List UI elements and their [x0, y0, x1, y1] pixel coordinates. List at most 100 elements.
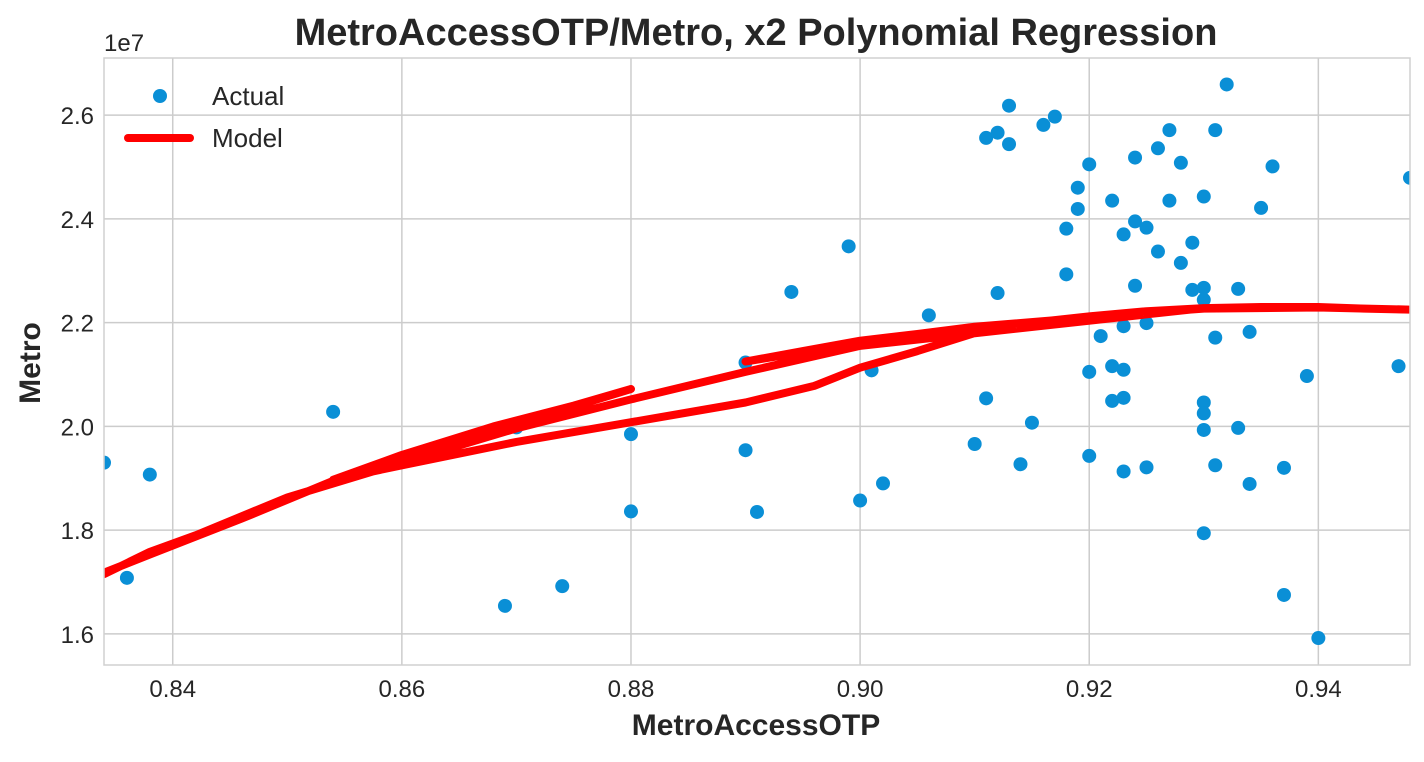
actual-point — [1299, 369, 1314, 384]
actual-point — [784, 284, 799, 299]
actual-point — [1002, 137, 1017, 152]
x-tick-label: 0.86 — [379, 676, 426, 703]
actual-point — [1276, 460, 1291, 475]
actual-point — [1162, 193, 1177, 208]
actual-point — [1128, 278, 1143, 293]
chart-title: MetroAccessOTP/Metro, x2 Polynomial Regr… — [295, 12, 1218, 54]
actual-point — [1013, 457, 1028, 472]
actual-point — [1173, 255, 1188, 270]
actual-point — [979, 130, 994, 145]
y-tick-label: 2.4 — [61, 207, 94, 234]
actual-point — [1231, 420, 1246, 435]
actual-point — [623, 504, 638, 519]
x-axis-label: MetroAccessOTP — [632, 709, 880, 742]
actual-point — [1139, 220, 1154, 235]
actual-point — [1002, 98, 1017, 113]
actual-point — [1082, 157, 1097, 172]
actual-point — [1196, 280, 1211, 295]
y-tick-label: 1.8 — [61, 518, 94, 545]
x-tick-label: 0.88 — [608, 676, 655, 703]
legend-model-label: Model — [212, 123, 283, 153]
actual-point — [1231, 281, 1246, 296]
x-tick-label: 0.84 — [149, 676, 196, 703]
actual-point — [1219, 77, 1234, 92]
actual-point — [1173, 155, 1188, 170]
y-tick-label: 2.2 — [61, 311, 94, 338]
actual-point — [326, 404, 341, 419]
legend-actual-marker — [153, 89, 167, 103]
y-axis-label: Metro — [14, 322, 47, 404]
actual-point — [1242, 324, 1257, 339]
actual-point — [967, 436, 982, 451]
actual-point — [1265, 159, 1280, 174]
x-tick-label: 0.90 — [837, 676, 884, 703]
actual-point — [1196, 406, 1211, 421]
actual-point — [1105, 393, 1120, 408]
actual-point — [623, 427, 638, 442]
actual-point — [1208, 458, 1223, 473]
actual-point — [1128, 150, 1143, 165]
plot-area — [104, 77, 1410, 646]
actual-point — [921, 308, 936, 323]
actual-point — [1185, 235, 1200, 250]
actual-point — [1196, 189, 1211, 204]
actual-point — [1105, 359, 1120, 374]
actual-point — [1059, 221, 1074, 236]
actual-point — [142, 467, 157, 482]
actual-point — [1116, 390, 1131, 405]
actual-point — [104, 455, 111, 470]
actual-point — [979, 391, 994, 406]
x-tick-label: 0.92 — [1066, 676, 1113, 703]
legend-actual-label: Actual — [212, 81, 284, 111]
actual-point — [876, 476, 891, 491]
tick-labels: 0.84 0.86 0.88 0.90 0.92 0.94 1.6 1.8 2.0 2.2 2.4 2… — [61, 103, 1342, 703]
y-tick-label: 2.0 — [61, 414, 94, 441]
plot-frame — [103, 57, 1411, 666]
actual-point — [1024, 415, 1039, 430]
actual-point — [497, 598, 512, 613]
y-tick-label: 2.6 — [61, 103, 94, 130]
actual-point — [1196, 395, 1211, 410]
actual-point — [1311, 631, 1326, 646]
actual-point — [1116, 362, 1131, 377]
y-offset-label: 1e7 — [104, 30, 144, 57]
actual-point — [738, 443, 753, 458]
actual-point — [1105, 193, 1120, 208]
actual-point — [555, 579, 570, 594]
model-line — [104, 303, 1410, 579]
legend: Actual Model — [124, 81, 284, 153]
actual-point — [1116, 464, 1131, 479]
actual-point — [1276, 587, 1291, 602]
actual-point — [1150, 141, 1165, 156]
actual-point — [1139, 316, 1154, 331]
actual-point — [1128, 214, 1143, 229]
actual-point — [1196, 292, 1211, 307]
actual-point — [990, 286, 1005, 301]
x-tick-label: 0.94 — [1295, 676, 1342, 703]
actual-point — [1242, 476, 1257, 491]
y-tick-label: 1.6 — [61, 622, 94, 649]
actual-point — [1150, 244, 1165, 259]
actual-point — [1185, 282, 1200, 297]
actual-point — [119, 570, 134, 585]
actual-point — [841, 239, 856, 254]
actual-point — [1116, 319, 1131, 334]
actual-point — [1093, 329, 1108, 344]
actual-point — [1082, 364, 1097, 379]
actual-point — [1116, 227, 1131, 242]
actual-point — [853, 493, 868, 508]
actual-point — [1162, 123, 1177, 138]
actual-point — [1047, 109, 1062, 124]
actual-point — [1208, 123, 1223, 138]
actual-point — [750, 504, 764, 519]
actual-point — [1036, 117, 1051, 132]
actual-point — [1196, 422, 1211, 437]
actual-point — [1070, 180, 1085, 195]
actual-point — [1059, 267, 1074, 282]
actual-point — [1139, 460, 1154, 475]
actual-point — [1391, 359, 1406, 374]
actual-point — [1403, 170, 1410, 185]
actual-point — [1254, 200, 1269, 215]
